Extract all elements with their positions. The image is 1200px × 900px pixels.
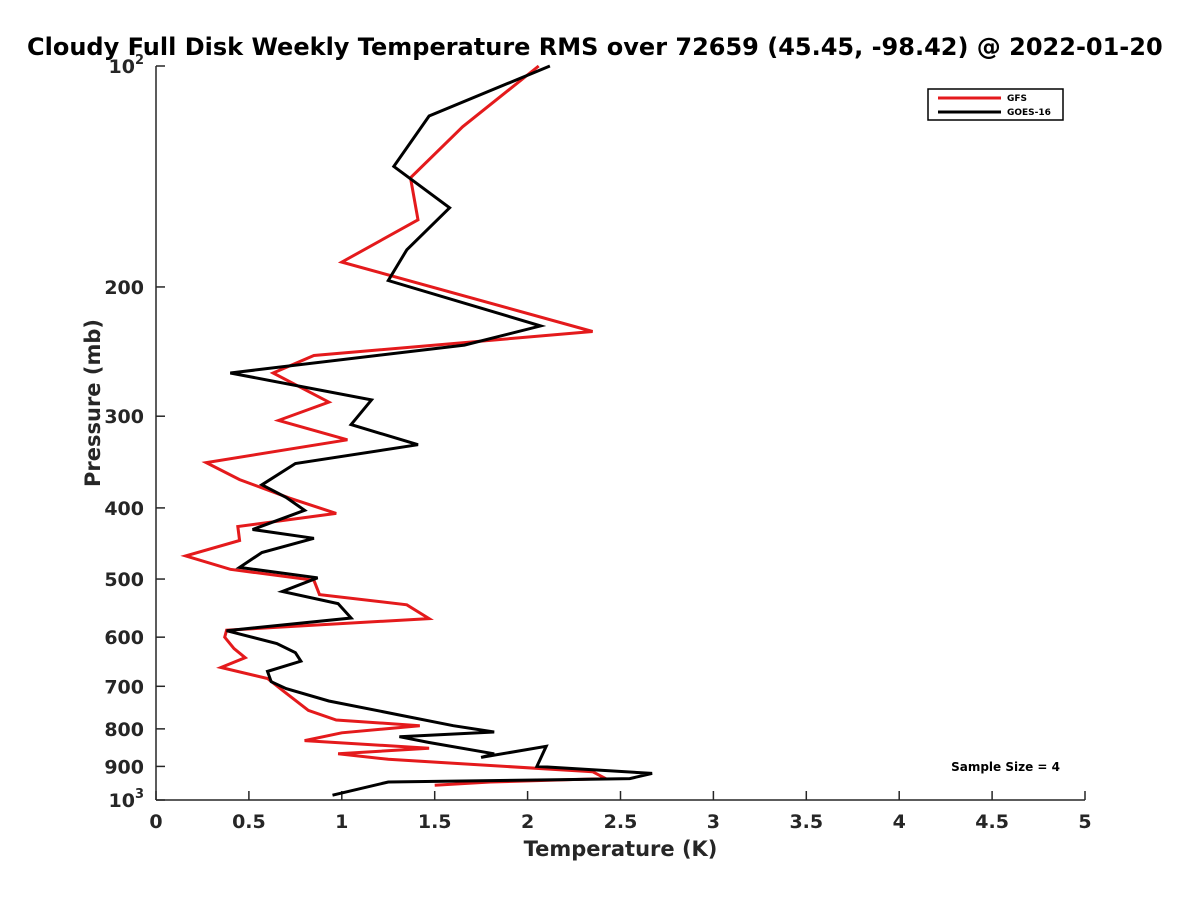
legend-label: GOES-16 bbox=[1007, 108, 1051, 118]
x-tick-label: 4 bbox=[893, 811, 906, 833]
y-tick-label: 700 bbox=[104, 676, 144, 698]
x-tick-label: 0.5 bbox=[232, 811, 266, 833]
x-axis-label: Temperature (K) bbox=[524, 837, 718, 861]
y-axis-ticks: 102 200 300 400 500 600 700 800 900 103 bbox=[104, 53, 165, 812]
x-tick-label: 1 bbox=[335, 811, 348, 833]
plot-area: 0 0.5 1 1.5 2 2.5 3 3.5 4 4.5 5 102 200 300 400 500 600… bbox=[104, 53, 1091, 833]
x-tick-label: 2.5 bbox=[604, 811, 638, 833]
x-axis-ticks: 0 0.5 1 1.5 2 2.5 3 3.5 4 4.5 5 bbox=[149, 791, 1092, 833]
x-tick-label: 1.5 bbox=[418, 811, 452, 833]
y-tick-label: 400 bbox=[104, 498, 144, 520]
x-tick-label: 5 bbox=[1078, 811, 1091, 833]
legend-label: GFS bbox=[1007, 94, 1027, 104]
chart-title: Cloudy Full Disk Weekly Temperature RMS … bbox=[27, 33, 1163, 61]
sample-size-annotation: Sample Size = 4 bbox=[951, 760, 1060, 774]
series-group bbox=[180, 64, 653, 797]
y-tick-label: 900 bbox=[104, 756, 144, 778]
y-tick-label: 600 bbox=[104, 627, 144, 649]
y-axis-label: Pressure (mb) bbox=[81, 319, 105, 487]
y-tick-label: 800 bbox=[104, 719, 144, 741]
x-tick-label: 2 bbox=[521, 811, 534, 833]
y-tick-label: 300 bbox=[104, 406, 144, 428]
series-line-goes-16 bbox=[226, 64, 653, 797]
legend: GFS GOES-16 bbox=[927, 88, 1064, 121]
x-tick-label: 0 bbox=[149, 811, 162, 833]
y-tick-label: 200 bbox=[104, 277, 144, 299]
legend-box bbox=[927, 88, 1064, 121]
y-tick-label: 103 bbox=[109, 787, 145, 812]
x-tick-label: 3 bbox=[707, 811, 720, 833]
x-tick-label: 3.5 bbox=[789, 811, 823, 833]
series-line-gfs bbox=[180, 64, 612, 787]
y-tick-label: 102 bbox=[109, 53, 145, 78]
y-tick-label: 500 bbox=[104, 569, 144, 591]
x-tick-label: 4.5 bbox=[975, 811, 1009, 833]
